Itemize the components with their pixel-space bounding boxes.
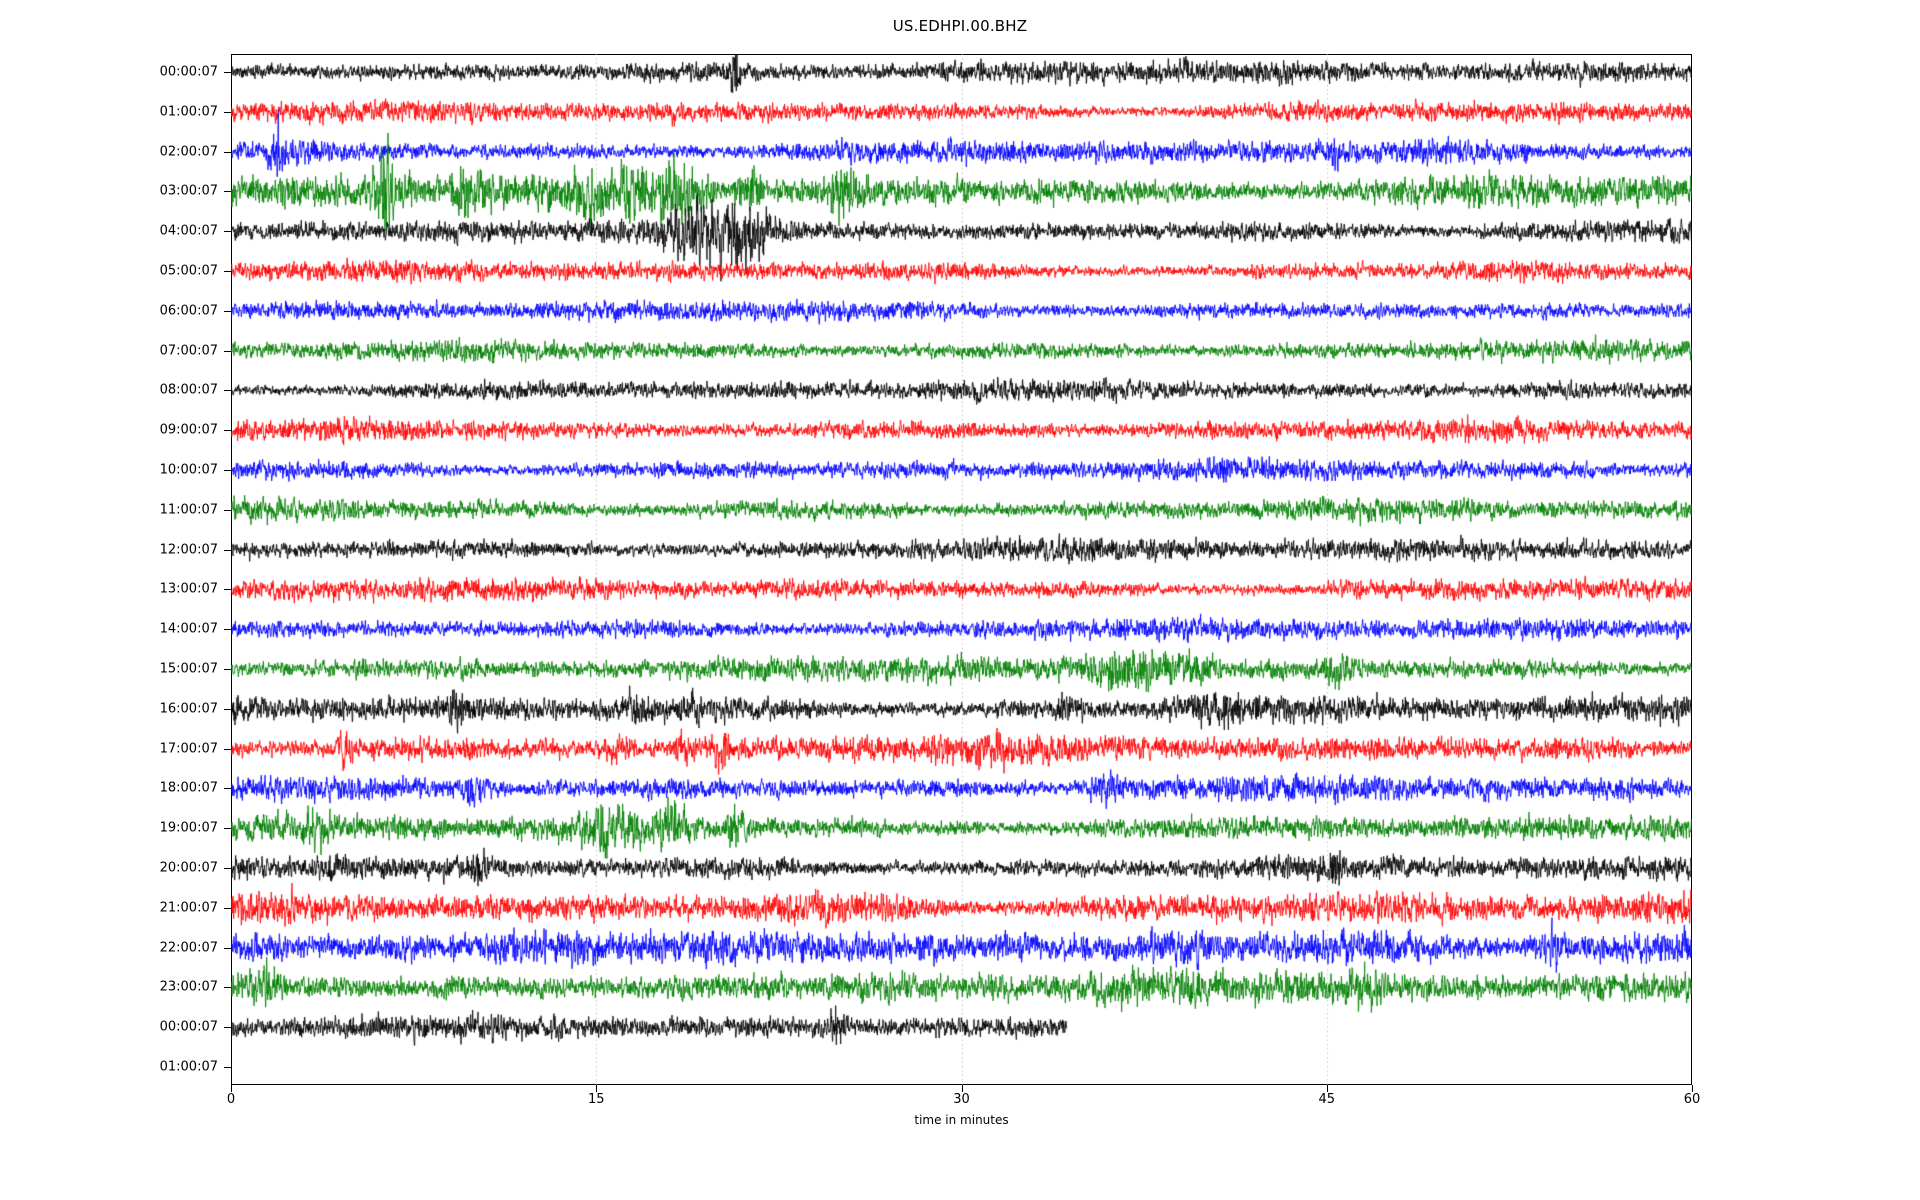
y-axis-tick-labels: 00:00:07 01:00:07 02:00:07 03:00:07 04:00:07… [0, 0, 231, 1200]
y-tick-mark [224, 669, 231, 670]
y-tick-label: 06:00:07 [159, 303, 218, 319]
y-tick-mark [224, 987, 231, 989]
y-tick-label: 09:00:07 [159, 422, 218, 438]
y-tick-mark [224, 509, 231, 511]
x-tick-label: 60 [1683, 1092, 1701, 1107]
y-tick-mark [224, 828, 231, 830]
y-tick-mark [224, 549, 231, 551]
y-tick-mark [224, 589, 231, 591]
x-axis-label: time in minutes [914, 1113, 1009, 1127]
y-tick-mark [224, 748, 231, 750]
page-title: US.EDHPI.00.BHZ [892, 17, 1028, 35]
x-tick-mark [596, 1085, 598, 1092]
y-tick-label: 13:00:07 [159, 581, 218, 597]
y-tick-mark [224, 350, 231, 352]
y-tick-mark [224, 470, 231, 471]
y-tick-mark [224, 1067, 231, 1068]
x-tick-label: 0 [226, 1092, 236, 1107]
seismogram-traces [231, 54, 1692, 1085]
y-tick-mark [224, 72, 231, 73]
y-tick-label: 11:00:07 [159, 502, 218, 518]
y-tick-label: 05:00:07 [159, 263, 218, 279]
y-tick-mark [224, 947, 231, 949]
x-tick-label: 15 [587, 1092, 605, 1107]
y-tick-label: 04:00:07 [159, 223, 218, 239]
y-tick-label: 08:00:07 [159, 382, 218, 398]
y-tick-label: 15:00:07 [159, 661, 218, 677]
x-tick-label: 45 [1318, 1092, 1336, 1107]
y-tick-label: 07:00:07 [159, 343, 218, 359]
y-tick-mark [224, 310, 231, 312]
x-tick-mark [1326, 1085, 1328, 1092]
y-tick-mark [224, 151, 231, 153]
y-tick-label: 03:00:07 [159, 183, 218, 199]
y-tick-label: 14:00:07 [159, 621, 218, 637]
y-tick-mark [224, 629, 231, 631]
y-tick-mark [224, 231, 231, 233]
y-tick-label: 17:00:07 [159, 741, 218, 757]
x-tick-label: 30 [953, 1092, 970, 1107]
y-tick-mark [224, 430, 231, 432]
y-tick-mark [224, 788, 231, 790]
y-tick-mark [224, 111, 231, 113]
y-tick-label: 02:00:07 [159, 144, 218, 160]
x-tick-mark [1692, 1085, 1693, 1092]
y-tick-label: 01:00:07 [159, 104, 218, 120]
x-tick-mark [231, 1085, 232, 1092]
y-tick-mark [224, 708, 231, 710]
y-tick-label: 00:00:07 [159, 64, 218, 80]
y-tick-mark [224, 1027, 231, 1029]
y-tick-mark [224, 271, 231, 272]
y-tick-label: 10:00:07 [159, 462, 218, 478]
y-tick-mark [224, 907, 231, 909]
y-tick-mark [224, 191, 231, 193]
y-tick-mark [224, 390, 231, 392]
y-tick-mark [224, 868, 231, 869]
y-tick-label: 19:00:07 [159, 820, 218, 836]
y-tick-label: 23:00:07 [159, 979, 218, 995]
y-tick-label: 12:00:07 [159, 542, 218, 558]
y-tick-label: 20:00:07 [159, 860, 218, 876]
y-tick-label: 01:00:07 [159, 1059, 218, 1075]
x-tick-mark [961, 1085, 963, 1092]
y-tick-label: 21:00:07 [159, 900, 218, 916]
y-tick-label: 18:00:07 [159, 780, 218, 796]
y-tick-label: 16:00:07 [159, 701, 218, 717]
y-tick-label: 22:00:07 [159, 940, 218, 956]
y-tick-label: 00:00:07 [159, 1019, 218, 1035]
